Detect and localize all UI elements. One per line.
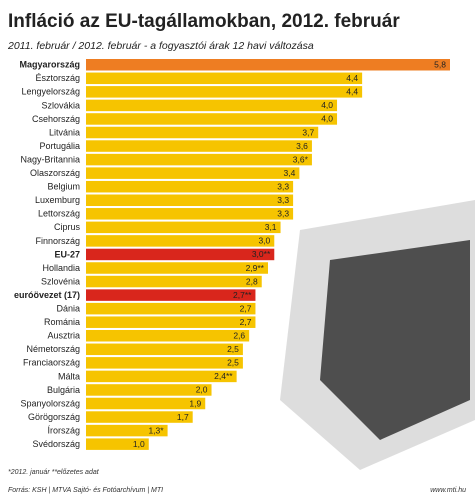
- value-label: 1,9: [189, 398, 201, 408]
- category-label: Szlovénia: [41, 276, 80, 286]
- category-label: Bulgária: [47, 385, 80, 395]
- bar: [86, 357, 243, 369]
- bar: [86, 180, 294, 193]
- category-label: Franciaország: [23, 358, 80, 368]
- chart-subtitle: 2011. február / 2012. február - a fogyas…: [7, 40, 314, 52]
- value-label: 3,7: [302, 127, 314, 137]
- bar: [86, 289, 256, 301]
- category-label: Románia: [44, 317, 80, 327]
- category-label: Dánia: [56, 304, 80, 314]
- category-label: Hollandia: [42, 263, 80, 273]
- bar: [86, 153, 312, 166]
- value-label: 2,0: [196, 385, 208, 395]
- value-label: 3,3: [277, 209, 289, 219]
- value-label: 2,7**: [233, 290, 252, 300]
- bar: [86, 411, 193, 423]
- value-label: 3,3: [277, 195, 289, 205]
- category-label: Olaszország: [30, 168, 80, 178]
- bar: [86, 330, 250, 342]
- bar: [86, 397, 206, 410]
- value-label: 2,7: [240, 317, 252, 327]
- value-label: 2,7: [240, 303, 252, 313]
- value-label: 1,7: [177, 412, 189, 422]
- category-label: Luxemburg: [35, 195, 80, 205]
- category-label: Finnország: [35, 236, 80, 246]
- value-label: 4,0: [321, 114, 333, 124]
- website: www.mti.hu: [430, 487, 466, 494]
- value-label: 3,6: [296, 141, 308, 151]
- value-label: 3,4: [284, 168, 296, 178]
- category-label: Görögország: [28, 412, 80, 422]
- category-label: Svédország: [32, 439, 80, 449]
- category-label: Nagy-Britannia: [20, 154, 80, 164]
- category-label: Ciprus: [54, 222, 81, 232]
- bar: [86, 86, 363, 98]
- category-label: Magyarország: [19, 60, 80, 70]
- bar: [86, 262, 268, 274]
- source: Forrás: KSH | MTVA Sajtó- és Fotóarchívu…: [8, 487, 163, 494]
- value-label: 4,0: [321, 100, 333, 110]
- value-label: 5,8: [434, 60, 446, 70]
- value-label: 2,5: [227, 358, 239, 368]
- bar: [86, 316, 256, 328]
- chart-title: Infláció az EU-tagállamokban, 2012. febr…: [8, 11, 400, 32]
- category-label: Belgium: [47, 182, 80, 192]
- value-label: 3,0**: [252, 249, 271, 259]
- bar: [86, 438, 149, 450]
- category-label: Portugália: [39, 141, 80, 151]
- bar: [86, 140, 312, 152]
- value-label: 2,9**: [246, 263, 265, 273]
- bar: [86, 208, 294, 220]
- value-label: 4,4: [346, 87, 358, 97]
- value-label: 2,5: [227, 344, 239, 354]
- category-label: Spanyolország: [20, 398, 80, 408]
- category-label: Írország: [47, 425, 80, 435]
- value-label: 2,8: [246, 276, 258, 286]
- category-label: Németország: [26, 344, 80, 354]
- category-label: Szlovákia: [41, 100, 80, 110]
- category-label: euróövezet (17): [14, 290, 80, 300]
- bar: [86, 384, 212, 396]
- value-label: 3,1: [265, 222, 277, 232]
- bar: [86, 235, 275, 247]
- bar: [86, 113, 338, 125]
- value-label: 1,3*: [148, 425, 164, 435]
- bar: [86, 72, 363, 85]
- bar: [86, 424, 168, 437]
- bar: [86, 167, 300, 179]
- footnotes: *2012. január **előzetes adat: [8, 469, 100, 476]
- category-label: Észtország: [35, 73, 80, 83]
- value-label: 3,0: [258, 236, 270, 246]
- bar: [86, 248, 275, 261]
- category-label: Lettország: [38, 209, 80, 219]
- category-label: Málta: [58, 371, 80, 381]
- category-label: Lengyelország: [21, 87, 80, 97]
- bar: [86, 370, 237, 383]
- bar: [86, 275, 262, 288]
- bar: [86, 59, 450, 71]
- bar: [86, 302, 256, 315]
- value-label: 2,4**: [214, 371, 233, 381]
- bar: [86, 126, 319, 139]
- bar: [86, 99, 338, 112]
- category-label: Csehország: [32, 114, 80, 124]
- bar: [86, 194, 294, 206]
- value-label: 3,6*: [293, 154, 309, 164]
- value-label: 2,6: [233, 331, 245, 341]
- bar: [86, 221, 281, 234]
- background-photo-tray: [320, 240, 470, 440]
- value-label: 3,3: [277, 181, 289, 191]
- bar: [86, 343, 243, 356]
- category-label: Ausztria: [47, 331, 80, 341]
- category-label: EU-27: [54, 249, 80, 259]
- category-label: Litvánia: [49, 127, 80, 137]
- value-label: 1,0: [133, 439, 145, 449]
- value-label: 4,4: [346, 73, 358, 83]
